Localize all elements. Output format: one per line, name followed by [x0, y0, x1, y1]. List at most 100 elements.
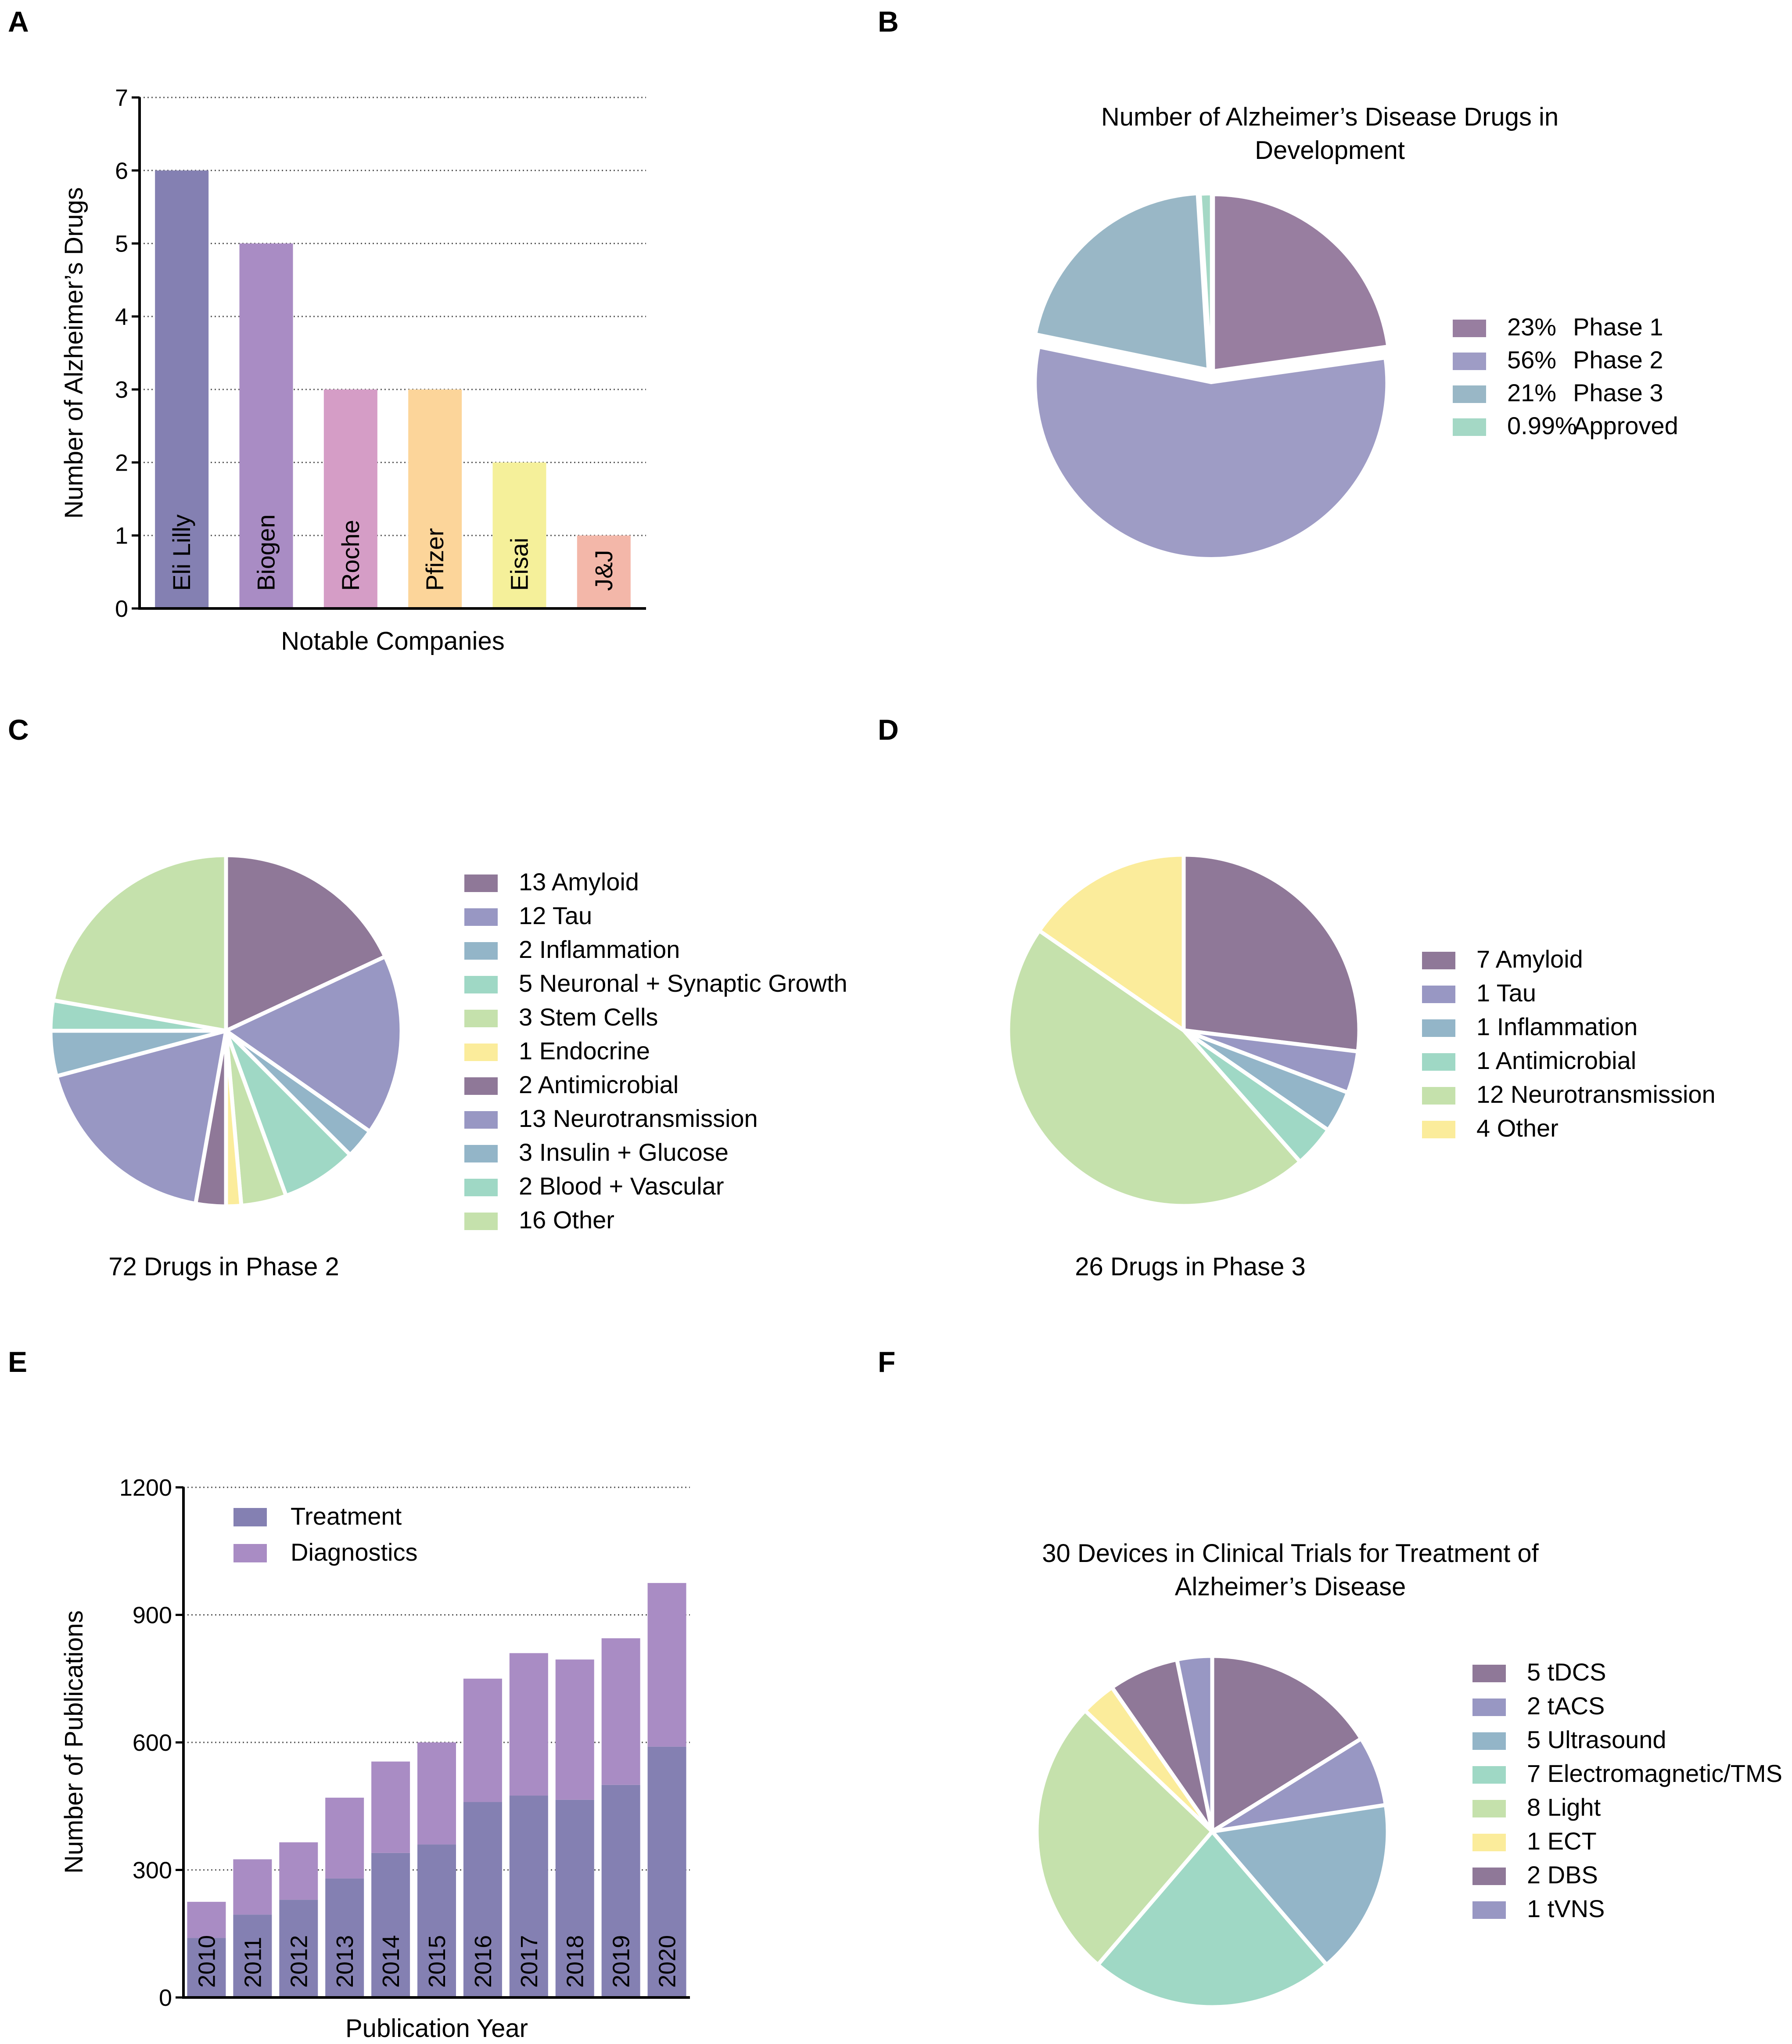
- panel-b-title-line-2: Development: [1255, 136, 1405, 165]
- panel-f-legend-label: 8 Light: [1527, 1793, 1601, 1821]
- panel-b-legend-percent: 56%: [1507, 346, 1556, 374]
- panel-c-slices: [48, 853, 404, 1209]
- panel-b-legend-label: Phase 2: [1573, 346, 1663, 374]
- panel-e-year-labels: 2010 2011 2012 2013 2014 2015 2016 2017 2018 2019…: [194, 1935, 680, 1988]
- panel-e-bar-treatment-2011: [233, 1914, 272, 1997]
- panel-d-legend-label: 1 Tau: [1476, 979, 1536, 1007]
- panel-e-bar-diagnostics-2010: [187, 1902, 226, 1938]
- panel-e-bar-treatment-2015: [417, 1844, 456, 1997]
- panel-e-bar-diagnostics-2014: [371, 1761, 410, 1853]
- panel-e-bars: [187, 1583, 686, 1997]
- panel-b-legend-swatch: [1453, 320, 1486, 337]
- panel-e-y-tick-label: 600: [133, 1730, 172, 1756]
- panel-c-caption: 72 Drugs in Phase 2: [108, 1252, 339, 1281]
- panel-f-legend-label: 1 ECT: [1527, 1827, 1597, 1855]
- panel-letter-d: D: [878, 713, 899, 746]
- panel-d-legend-swatch: [1422, 952, 1455, 969]
- panel-e-bar-treatment-2016: [463, 1802, 502, 1997]
- panel-c-legend-swatch: [464, 1145, 498, 1162]
- panel-b-legend-percent: 23%: [1507, 313, 1556, 341]
- panel-b-legend-percent: 21%: [1507, 379, 1556, 407]
- panel-e-bar-treatment-2020: [647, 1746, 686, 1997]
- panel-e-bar-treatment-2018: [555, 1799, 594, 1997]
- panel-c-slice-3: [224, 1029, 352, 1198]
- panel-c-slice-10: [51, 853, 228, 1033]
- panel-e-bar-diagnostics-2017: [509, 1653, 548, 1796]
- panel-a-bar-label: Eli Lilly: [168, 515, 195, 591]
- panel-e-year-label: 2016: [470, 1935, 496, 1988]
- panel-c-legend-label: 16 Other: [519, 1206, 614, 1234]
- panel-b-title-line-1: Number of Alzheimer’s Disease Drugs in: [1101, 103, 1559, 131]
- panel-d-legend-label: 1 Inflammation: [1476, 1013, 1638, 1040]
- panel-b-legend-percent: 0.99%: [1507, 412, 1577, 439]
- panel-e-y-tick-label: 300: [133, 1857, 172, 1884]
- panel-a-y-tick-label: 1: [115, 523, 128, 549]
- panel-f-slice-3: [1095, 1829, 1329, 2009]
- panel-c-legend-swatch: [464, 1179, 498, 1196]
- panel-e-bar-diagnostics-2013: [325, 1797, 364, 1878]
- panel-e-year-label: 2020: [654, 1935, 681, 1988]
- panel-a-bar-label: Roche: [337, 520, 364, 591]
- panel-f-legend-swatch: [1472, 1800, 1506, 1817]
- panel-b-slice-3: [1199, 193, 1213, 371]
- panel-e-y-axis-label: Number of Publications: [60, 1610, 88, 1874]
- panel-e-stacked-bar-chart: 2010 2011 2012 2013 2014 2015 2016 2017 2018 2019…: [60, 1475, 690, 2043]
- panel-f-slice-4: [1034, 1708, 1214, 1967]
- panel-f-legend-label: 5 tDCS: [1527, 1658, 1606, 1686]
- panel-f-slice-2: [1210, 1803, 1390, 1967]
- panel-e-legend-swatch-diagnostics: [233, 1544, 267, 1562]
- panel-c-legend-swatch: [464, 942, 498, 960]
- panel-f-pie-chart: 30 Devices in Clinical Trials for Treatm…: [1034, 1539, 1782, 2009]
- panel-a-bar-label: Eisai: [506, 538, 533, 591]
- panel-letter-c: C: [8, 713, 29, 746]
- panel-f-legend-label: 2 DBS: [1527, 1861, 1598, 1889]
- panel-e-year-label: 2010: [194, 1935, 220, 1988]
- panel-c-legend-label: 3 Insulin + Glucose: [519, 1138, 729, 1166]
- panel-d-legend-label: 7 Amyloid: [1476, 945, 1583, 973]
- panel-a-bar-eli-lilly: [155, 170, 209, 608]
- panel-b-slice-0: [1212, 193, 1389, 372]
- panel-a-y-axis-label: Number of Alzheimer’s Drugs: [60, 187, 88, 518]
- panel-e-legend-label-treatment: Treatment: [291, 1502, 402, 1530]
- panel-a-y-tick-label: 2: [115, 450, 128, 476]
- panel-e-year-label: 2017: [516, 1935, 542, 1988]
- panel-e-bar-treatment-2010: [187, 1938, 226, 1997]
- panel-letter-a: A: [8, 5, 29, 38]
- panel-d-legend-swatch: [1422, 986, 1455, 1003]
- panel-d-slice-5: [1037, 853, 1186, 1033]
- panel-c-legend-label: 5 Neuronal + Synaptic Growth: [519, 969, 848, 997]
- panel-c-legend-label: 2 Antimicrobial: [519, 1071, 679, 1098]
- panel-e-bar-diagnostics-2018: [555, 1659, 594, 1800]
- panel-d-legend: 7 Amyloid 1 Tau 1 Inflammation 1 Antimicrob…: [1422, 945, 1716, 1142]
- panel-e-bar-diagnostics-2011: [233, 1859, 272, 1915]
- panel-d-legend-swatch: [1422, 1087, 1455, 1105]
- panel-a-gridlines: [140, 97, 646, 536]
- panel-letter-f: F: [878, 1346, 895, 1378]
- panel-e-bar-diagnostics-2020: [647, 1583, 686, 1747]
- panel-e-bar-diagnostics-2012: [279, 1842, 318, 1900]
- panel-c-legend-swatch: [464, 874, 498, 892]
- panel-a-bar-label: J&J: [590, 550, 618, 591]
- panel-b-pie-chart: Number of Alzheimer’s Disease Drugs in D…: [1034, 103, 1678, 560]
- panel-e-year-label: 2011: [240, 1937, 266, 1988]
- panel-c-legend-label: 13 Amyloid: [519, 868, 639, 896]
- panel-d-legend-swatch: [1422, 1019, 1455, 1037]
- panel-e-y-tick-label: 1200: [119, 1475, 172, 1501]
- panel-d-legend-label: 4 Other: [1476, 1114, 1559, 1142]
- panel-a-y-tick-label: 5: [115, 231, 128, 257]
- panel-c-legend-label: 2 Inflammation: [519, 936, 680, 963]
- panel-a-bar-eisai: [492, 462, 546, 608]
- panel-a-bar-roche: [323, 389, 377, 608]
- panel-f-legend-swatch: [1472, 1834, 1506, 1851]
- panel-e-year-label: 2018: [562, 1935, 589, 1988]
- panel-a-bar-label: Biogen: [252, 515, 280, 591]
- panel-a-bar-j-j: [577, 535, 631, 608]
- panel-d-slice-4: [1006, 928, 1302, 1208]
- panel-e-bar-treatment-2014: [371, 1853, 410, 1997]
- panel-d-legend-swatch: [1422, 1121, 1455, 1138]
- panel-a-y-ticks: 0 1 2 3 4 5 6 7: [115, 85, 140, 622]
- panel-e-year-label: 2014: [378, 1935, 404, 1988]
- panel-e-bar-treatment-2013: [325, 1878, 364, 1997]
- panel-b-legend-swatch: [1453, 353, 1486, 370]
